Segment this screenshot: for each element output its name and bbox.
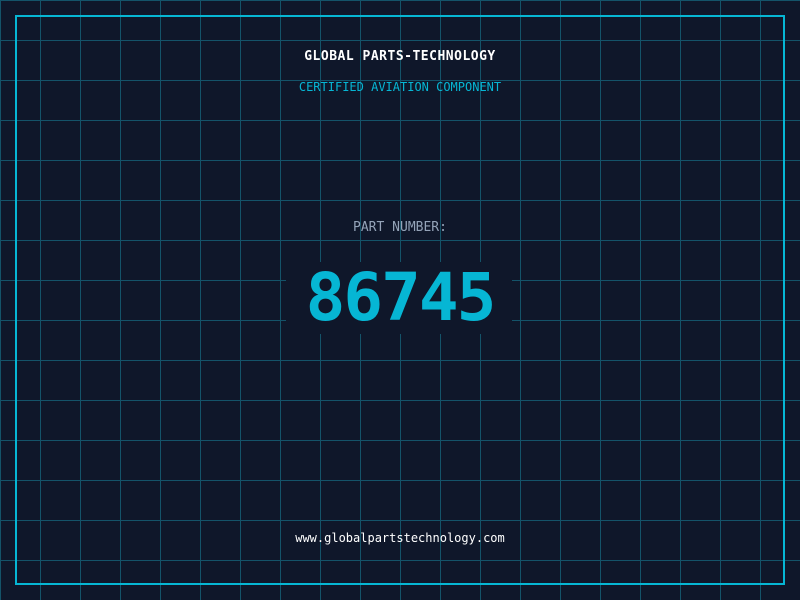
company-title: GLOBAL PARTS-TECHNOLOGY xyxy=(304,49,496,64)
part-number-backdrop xyxy=(286,262,512,334)
website-url: www.globalpartstechnology.com xyxy=(295,531,505,545)
subtitle: CERTIFIED AVIATION COMPONENT xyxy=(298,80,502,94)
border-frame xyxy=(15,15,785,585)
part-number-value: 86745 xyxy=(305,259,497,336)
part-number-label: PART NUMBER: xyxy=(353,220,447,235)
